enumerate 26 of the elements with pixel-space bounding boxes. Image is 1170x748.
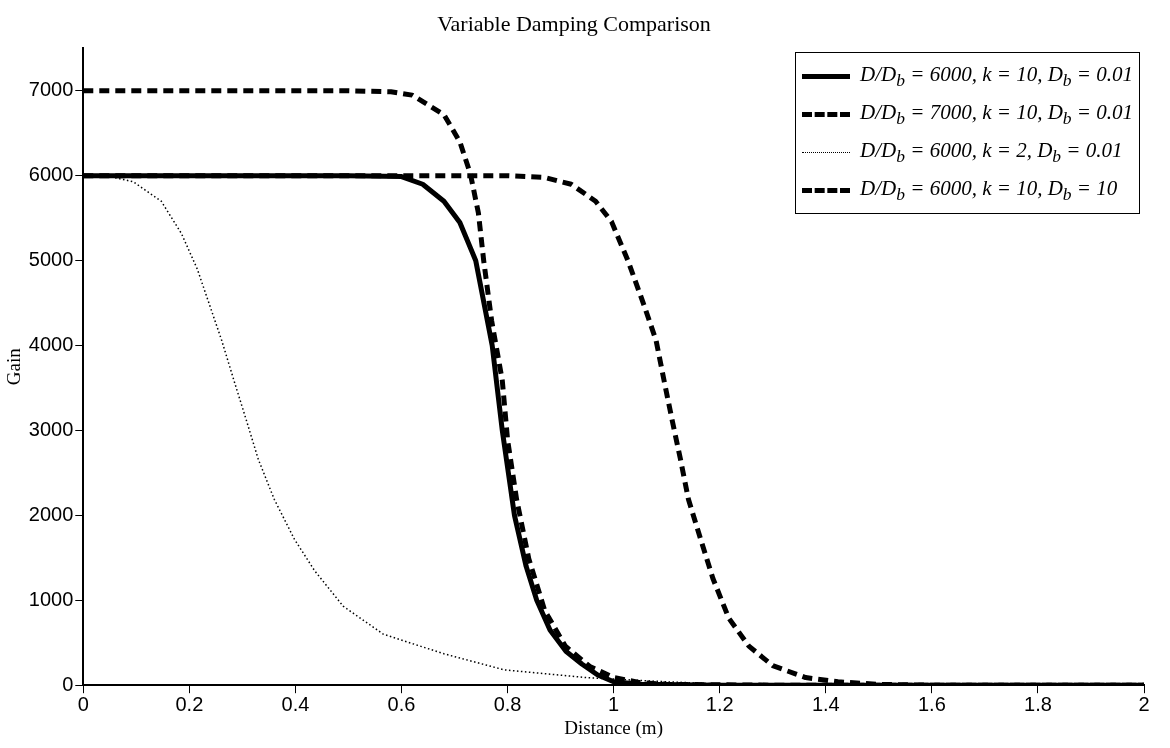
y-tick-label: 4000 xyxy=(28,333,74,356)
x-tick-label: 0.8 xyxy=(493,692,522,715)
y-tick-label: 0 xyxy=(62,672,74,695)
legend-label: D/D$_{b}$ = 6000, k = 10, D$_{b}$ = 0.01 xyxy=(860,61,1133,91)
x-axis-title: Distance (m) xyxy=(564,716,663,739)
x-tick-label: 2 xyxy=(1138,692,1150,715)
y-tick-label: 5000 xyxy=(28,248,74,271)
x-tick-label: 1 xyxy=(608,692,620,715)
legend-label: D/D$_{b}$ = 6000, k = 10, D$_{b}$ = 10 xyxy=(860,175,1118,205)
y-tick-label: 7000 xyxy=(28,78,74,101)
x-tick-label: 0.6 xyxy=(387,692,416,715)
x-tick-label: 0 xyxy=(77,692,89,715)
x-tick-label: 1.6 xyxy=(917,692,946,715)
y-axis-title: Gain xyxy=(3,347,25,386)
legend-label: D/D$_{b}$ = 6000, k = 2, D$_{b}$ = 0.01 xyxy=(860,137,1123,167)
x-tick-label: 1.8 xyxy=(1024,692,1052,715)
y-tick-label: 2000 xyxy=(28,502,74,525)
y-tick-label: 1000 xyxy=(28,587,74,610)
x-tick-label: 1.4 xyxy=(811,692,840,715)
y-tick-label: 6000 xyxy=(28,163,74,186)
x-tick-label: 0.2 xyxy=(175,692,204,715)
chart-title: Variable Damping Comparison xyxy=(437,10,711,36)
legend-label: D/D$_{b}$ = 7000, k = 10, D$_{b}$ = 0.01 xyxy=(860,99,1133,129)
x-tick-label: 0.4 xyxy=(281,692,310,715)
x-tick-label: 1.2 xyxy=(705,692,734,715)
y-tick-label: 3000 xyxy=(28,418,74,440)
